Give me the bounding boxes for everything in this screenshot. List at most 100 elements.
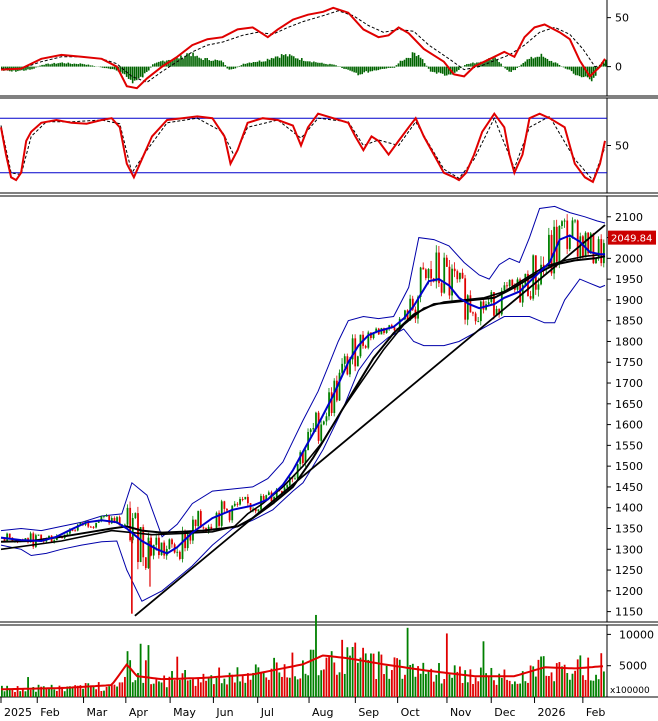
macd-histogram-bar bbox=[311, 62, 313, 67]
x-tick-label: 2025 bbox=[4, 706, 32, 719]
volume-bar bbox=[490, 667, 493, 697]
macd-histogram-bar bbox=[582, 66, 585, 78]
candle-body bbox=[595, 258, 597, 264]
macd-histogram-bar bbox=[282, 55, 285, 67]
macd-histogram-bar bbox=[347, 66, 349, 70]
volume-bar bbox=[333, 662, 336, 697]
macd-histogram-bar bbox=[206, 57, 208, 67]
candle-body bbox=[210, 526, 213, 530]
candle-body bbox=[385, 329, 388, 333]
candle-body bbox=[466, 295, 469, 320]
macd-histogram-bar bbox=[363, 66, 365, 73]
macd-histogram-bar bbox=[186, 53, 188, 67]
volume-bar bbox=[288, 677, 291, 697]
candle-body bbox=[498, 308, 501, 315]
macd-histogram-bar bbox=[232, 66, 235, 69]
macd-histogram-bar bbox=[451, 66, 454, 75]
volume-bar bbox=[207, 677, 210, 697]
price-tick-label: 1750 bbox=[615, 356, 643, 369]
volume-bar bbox=[372, 653, 375, 697]
macd-histogram-bar bbox=[540, 53, 543, 67]
volume-bar bbox=[176, 656, 179, 697]
macd-histogram-bar bbox=[25, 66, 27, 71]
macd-histogram-bar bbox=[419, 57, 422, 67]
macd-histogram-bar bbox=[566, 66, 569, 70]
macd-histogram-bar bbox=[143, 66, 146, 74]
volume-bar bbox=[589, 680, 592, 697]
macd-histogram-bar bbox=[343, 66, 345, 69]
macd-histogram-bar bbox=[562, 66, 565, 68]
candle-body bbox=[286, 485, 289, 488]
volume-bar bbox=[249, 679, 252, 697]
candle-body bbox=[176, 551, 179, 553]
macd-histogram-bar bbox=[335, 65, 337, 67]
candle-body bbox=[419, 267, 422, 297]
price-tick-label: 1250 bbox=[615, 564, 643, 577]
candle-body bbox=[76, 524, 79, 531]
volume-bar bbox=[291, 652, 294, 697]
candle-body bbox=[367, 332, 370, 348]
macd-histogram-bar bbox=[154, 63, 156, 67]
volume-bar bbox=[600, 653, 603, 697]
volume-bar bbox=[532, 666, 535, 697]
volume-bar bbox=[330, 651, 333, 697]
macd-histogram-bar bbox=[280, 54, 283, 67]
volume-bar bbox=[92, 685, 95, 697]
volume-bar bbox=[571, 673, 574, 697]
macd-histogram-bar bbox=[174, 57, 176, 67]
macd-histogram-bar bbox=[464, 64, 466, 67]
volume-bar bbox=[152, 683, 155, 697]
volume-bar bbox=[555, 663, 558, 697]
macd-histogram-bar bbox=[135, 66, 138, 81]
macd-histogram-bar bbox=[160, 61, 162, 67]
volume-bar bbox=[273, 657, 276, 697]
macd-histogram-bar bbox=[351, 66, 353, 72]
macd-histogram-bar bbox=[441, 66, 444, 74]
macd-histogram-bar bbox=[23, 66, 25, 71]
candle-body bbox=[461, 272, 464, 279]
x-tick-label: Apr bbox=[129, 706, 149, 719]
bollinger-upper-band bbox=[0, 205, 606, 538]
macd-histogram-bar bbox=[454, 66, 456, 73]
candle-body bbox=[197, 511, 200, 527]
volume-bar bbox=[213, 684, 215, 697]
price-tick-label: 1900 bbox=[615, 294, 643, 307]
macd-histogram-bar bbox=[437, 66, 440, 73]
volume-bar bbox=[194, 685, 197, 697]
candle-body bbox=[247, 496, 249, 504]
macd-histogram-bar bbox=[387, 66, 390, 68]
x-tick-label: 2026 bbox=[538, 706, 566, 719]
volume-bar bbox=[513, 681, 516, 697]
volume-bar bbox=[445, 633, 448, 697]
volume-bar bbox=[548, 676, 550, 697]
volume-bar bbox=[158, 681, 160, 697]
price-tick-label: 1550 bbox=[615, 439, 643, 452]
candle-body bbox=[508, 279, 511, 286]
volume-bar bbox=[69, 686, 71, 697]
candle-body bbox=[103, 515, 105, 517]
candle-body bbox=[550, 234, 553, 274]
candle-body bbox=[453, 268, 456, 272]
bollinger-lower-band bbox=[0, 278, 606, 602]
candle-body bbox=[267, 492, 270, 496]
macd-histogram-bar bbox=[431, 66, 434, 72]
volume-bar bbox=[79, 685, 82, 697]
macd-histogram-bar bbox=[508, 66, 510, 72]
x-tick-label: Feb bbox=[586, 706, 605, 719]
candle-body bbox=[152, 544, 155, 556]
volume-bar bbox=[356, 662, 359, 697]
macd-histogram-bar bbox=[548, 60, 551, 67]
volume-bar bbox=[21, 688, 24, 697]
price-tick-label: 1950 bbox=[615, 273, 643, 286]
macd-histogram-bar bbox=[290, 55, 293, 67]
candle-body bbox=[171, 539, 173, 545]
candle-body bbox=[589, 233, 592, 254]
candle-body bbox=[448, 266, 451, 296]
macd-histogram-bar bbox=[355, 66, 357, 73]
candle-body bbox=[548, 234, 550, 266]
price-tick-label: 1600 bbox=[615, 419, 643, 432]
macd-histogram-bar bbox=[417, 55, 420, 67]
volume-bar bbox=[322, 669, 325, 697]
volume-bar bbox=[375, 678, 378, 697]
candle-body bbox=[356, 356, 359, 367]
